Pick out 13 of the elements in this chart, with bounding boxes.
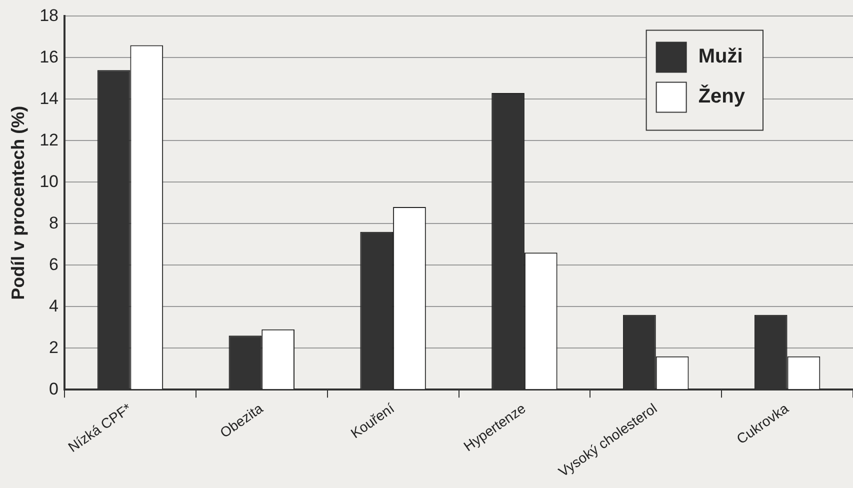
y-tick-label: 16 — [40, 47, 59, 66]
y-tick-label: 4 — [49, 296, 59, 316]
y-tick-label: 6 — [49, 254, 59, 274]
y-tick-label: 14 — [40, 88, 59, 108]
legend-label: Muži — [698, 46, 743, 68]
legend-label: Ženy — [698, 84, 746, 108]
y-tick-label: 2 — [49, 338, 59, 357]
y-tick-label: 0 — [49, 379, 59, 398]
y-tick-label: 18 — [40, 6, 59, 25]
y-tick-label: 10 — [40, 172, 59, 191]
y-axis-title: Podíl v procentech (%) — [8, 106, 28, 300]
y-tick-label: 12 — [40, 130, 59, 150]
y-tick-label: 8 — [49, 213, 59, 232]
